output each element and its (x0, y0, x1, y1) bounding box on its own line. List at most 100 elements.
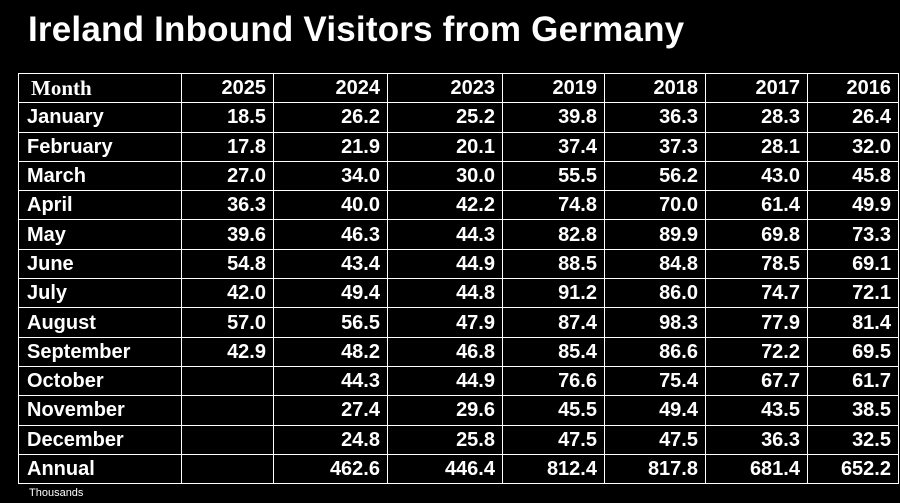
row-label: December (18, 424, 182, 455)
table-cell: 36.3 (604, 102, 706, 133)
table-cell: 26.4 (807, 102, 899, 133)
table-cell: 43.5 (705, 395, 808, 426)
column-header-year: 2018 (604, 72, 706, 104)
table-cell: 45.8 (807, 160, 899, 192)
table-cell: 61.4 (705, 190, 808, 221)
table-cell: 82.8 (502, 219, 605, 250)
row-label: February (18, 131, 182, 162)
table-cell: 61.7 (807, 365, 899, 397)
row-label: June (18, 248, 182, 280)
table-cell: 652.2 (807, 453, 899, 485)
table-cell: 91.2 (502, 278, 605, 309)
table-cell: 24.8 (273, 424, 388, 455)
table-cell: 681.4 (705, 453, 808, 485)
table-row: May 39.6 46.3 44.3 82.8 89.9 69.8 73.3 (18, 219, 899, 250)
column-header-year: 2025 (181, 72, 274, 104)
units-note: Thousands (29, 487, 84, 499)
table-cell: 20.1 (387, 131, 503, 162)
table-cell: 37.3 (604, 131, 706, 162)
table-cell: 54.8 (181, 248, 274, 280)
table-cell: 44.3 (387, 219, 503, 250)
table-cell: 46.3 (273, 219, 388, 250)
table-cell: 25.8 (387, 424, 503, 455)
table-cell: 36.3 (705, 424, 808, 455)
table-cell: 21.9 (273, 131, 388, 162)
header-row: Month 2025 2024 2023 2019 2018 2017 2016 (18, 72, 899, 104)
table-row: April 36.3 40.0 42.2 74.8 70.0 61.4 49.9 (18, 190, 899, 221)
table-cell: 49.4 (273, 278, 388, 309)
table-cell: 42.9 (181, 336, 274, 367)
table-cell: 75.4 (604, 365, 706, 397)
table-cell: 27.4 (273, 395, 388, 426)
table-cell (181, 424, 274, 455)
row-label: September (18, 336, 182, 367)
table-cell: 67.7 (705, 365, 808, 397)
row-label: October (18, 365, 182, 397)
table-cell: 28.3 (705, 102, 808, 133)
page-title: Ireland Inbound Visitors from Germany (28, 10, 685, 49)
table-cell: 29.6 (387, 395, 503, 426)
table-cell: 43.0 (705, 160, 808, 192)
table-cell: 69.5 (807, 336, 899, 367)
row-label: May (18, 219, 182, 250)
table-cell: 57.0 (181, 307, 274, 338)
row-label: November (18, 395, 182, 426)
table-cell: 17.8 (181, 131, 274, 162)
table-row: January 18.5 26.2 25.2 39.8 36.3 28.3 26.4 (18, 102, 899, 133)
table-cell: 55.5 (502, 160, 605, 192)
table-row: October 44.3 44.9 76.6 75.4 67.7 61.7 (18, 365, 899, 397)
table-cell: 47.9 (387, 307, 503, 338)
table-cell: 43.4 (273, 248, 388, 280)
table-cell: 72.2 (705, 336, 808, 367)
table-cell: 462.6 (273, 453, 388, 485)
table-cell: 39.6 (181, 219, 274, 250)
table-row: March 27.0 34.0 30.0 55.5 56.2 43.0 45.8 (18, 160, 899, 192)
table-cell: 18.5 (181, 102, 274, 133)
column-header-year: 2017 (705, 72, 808, 104)
row-label: July (18, 278, 182, 309)
table-cell: 49.9 (807, 190, 899, 221)
table-cell: 86.6 (604, 336, 706, 367)
table-cell: 46.8 (387, 336, 503, 367)
table-row: February 17.8 21.9 20.1 37.4 37.3 28.1 32.0 (18, 131, 899, 162)
table-cell: 85.4 (502, 336, 605, 367)
table-cell: 40.0 (273, 190, 388, 221)
table-cell: 30.0 (387, 160, 503, 192)
column-header-year: 2019 (502, 72, 605, 104)
table-cell: 47.5 (502, 424, 605, 455)
table-cell: 70.0 (604, 190, 706, 221)
table-cell: 78.5 (705, 248, 808, 280)
table-cell: 42.0 (181, 278, 274, 309)
row-label: January (18, 102, 182, 133)
table-cell: 73.3 (807, 219, 899, 250)
table-cell: 81.4 (807, 307, 899, 338)
table-cell: 32.5 (807, 424, 899, 455)
table-cell: 44.3 (273, 365, 388, 397)
table-cell: 48.2 (273, 336, 388, 367)
table-cell: 44.9 (387, 248, 503, 280)
table-cell: 44.9 (387, 365, 503, 397)
table-cell: 812.4 (502, 453, 605, 485)
table-cell: 72.1 (807, 278, 899, 309)
table-row: November 27.4 29.6 45.5 49.4 43.5 38.5 (18, 395, 899, 426)
table-cell (181, 453, 274, 485)
table-cell (181, 365, 274, 397)
table-cell: 69.8 (705, 219, 808, 250)
table-cell: 446.4 (387, 453, 503, 485)
table-cell: 88.5 (502, 248, 605, 280)
table-row: June 54.8 43.4 44.9 88.5 84.8 78.5 69.1 (18, 248, 899, 280)
table-cell: 56.2 (604, 160, 706, 192)
table-cell: 47.5 (604, 424, 706, 455)
visitors-table: Month 2025 2024 2023 2019 2018 2017 2016 Januar… (18, 72, 899, 485)
table-row: September 42.9 48.2 46.8 85.4 86.6 72.2 69.5 (18, 336, 899, 367)
table-cell: 74.8 (502, 190, 605, 221)
table-cell: 84.8 (604, 248, 706, 280)
table-cell: 28.1 (705, 131, 808, 162)
table-cell: 37.4 (502, 131, 605, 162)
column-header-month: Month (18, 72, 182, 104)
table-cell: 44.8 (387, 278, 503, 309)
table-cell: 27.0 (181, 160, 274, 192)
row-label: April (18, 190, 182, 221)
table-cell: 817.8 (604, 453, 706, 485)
table-cell: 42.2 (387, 190, 503, 221)
